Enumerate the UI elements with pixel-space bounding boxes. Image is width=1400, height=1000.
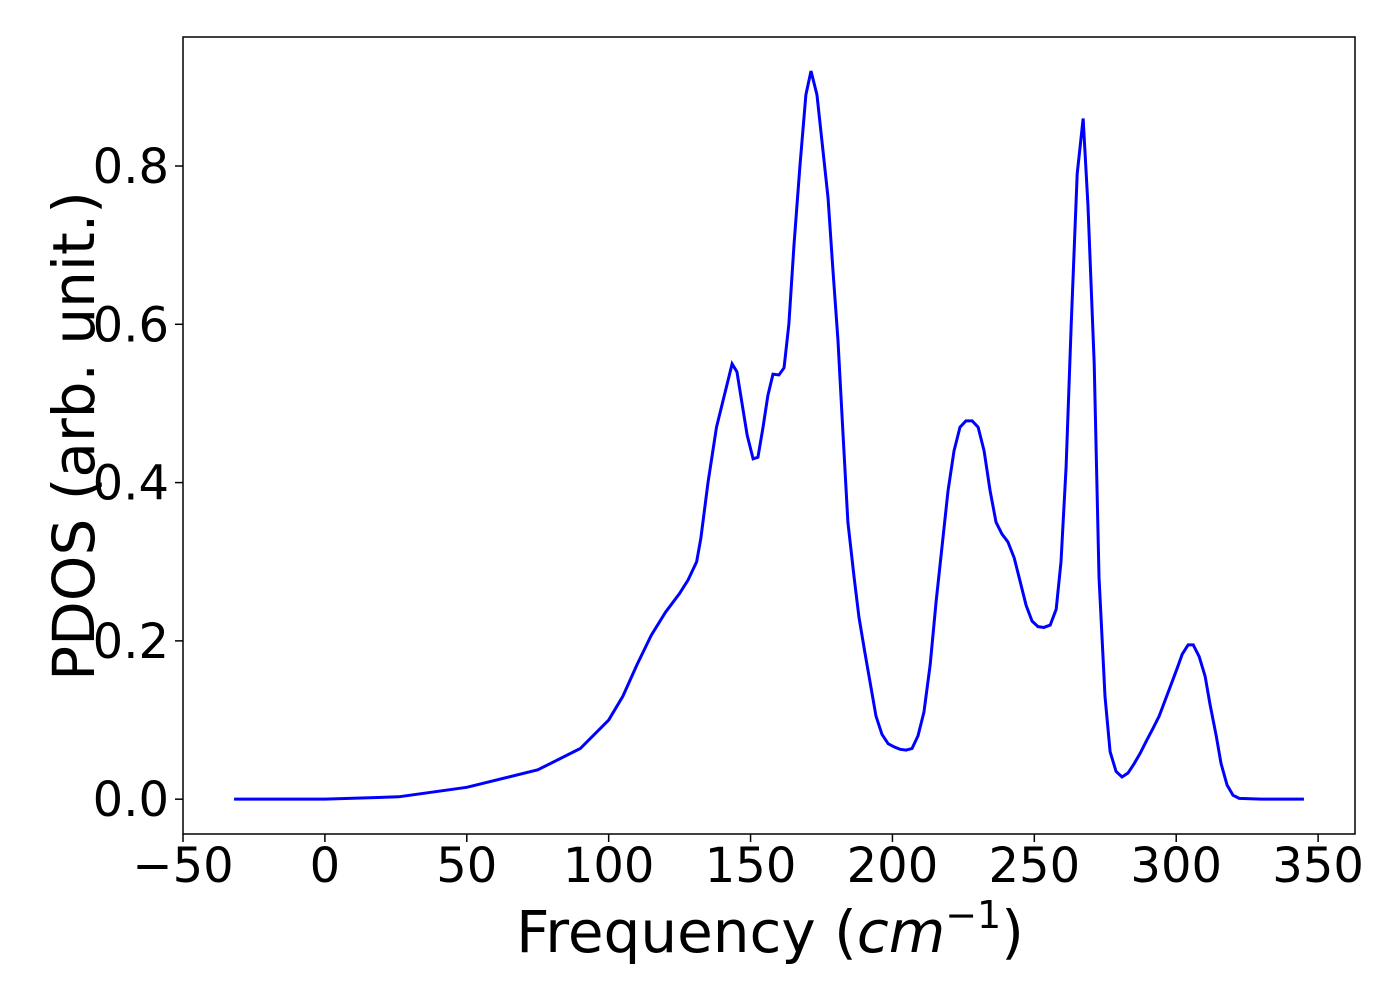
x-label-unit: cm <box>857 898 945 966</box>
y-axis-label: PDOS (arb. unit.) <box>40 191 108 681</box>
x-tick-label: 150 <box>705 838 797 894</box>
data-line <box>234 70 1304 801</box>
x-tick-label: 50 <box>436 838 497 894</box>
y-tick-label: 0.2 <box>93 614 169 670</box>
x-label-part: ) <box>1001 898 1024 966</box>
x-label-part: Frequency ( <box>516 898 857 966</box>
x-tick-label: 200 <box>847 838 939 894</box>
plot-frame <box>182 36 1356 835</box>
x-tick-label: 350 <box>1272 838 1364 894</box>
x-tick-label: 100 <box>563 838 655 894</box>
x-axis-label: Frequency (cm−1) <box>516 893 1024 966</box>
x-tick-label: 0 <box>310 838 341 894</box>
x-tick-label: −50 <box>132 838 233 894</box>
x-tick-label: 250 <box>989 838 1081 894</box>
x-tick-label: 300 <box>1130 838 1222 894</box>
x-label-exponent: −1 <box>945 893 1001 937</box>
y-tick-label: 0.4 <box>93 456 169 512</box>
y-tick-label: 0.0 <box>93 772 169 828</box>
y-tick-label: 0.8 <box>93 139 169 195</box>
y-tick-label: 0.6 <box>93 297 169 353</box>
